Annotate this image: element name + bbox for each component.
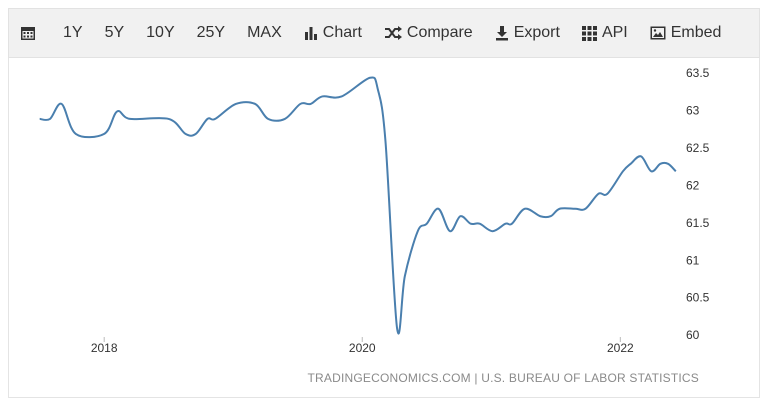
compare-button[interactable]: Compare	[384, 9, 473, 57]
range-button[interactable]: 1Y	[63, 9, 83, 57]
api-icon	[581, 25, 597, 41]
chart-frame	[8, 58, 760, 398]
export-icon	[495, 26, 508, 41]
y-tick-label: 60.5	[686, 291, 710, 305]
compare-icon	[384, 26, 402, 40]
calendar-button[interactable]	[20, 9, 41, 57]
range-button[interactable]: MAX	[247, 9, 282, 57]
x-tick-label: 2020	[349, 341, 376, 355]
label: 25Y	[196, 24, 226, 41]
label: Embed	[670, 24, 722, 41]
y-tick-label: 62	[686, 178, 700, 192]
x-tick-label: 2022	[607, 341, 634, 355]
label: API	[601, 24, 628, 41]
y-tick-label: 63.5	[686, 66, 710, 80]
y-tick-label: 60	[686, 328, 700, 342]
toolbar: 1Y 5Y 10Y 25Y MAX Chart Compare Export A…	[8, 8, 760, 58]
line	[39, 76, 677, 335]
y-tick-label: 61.5	[686, 216, 710, 230]
range-button[interactable]: 10Y	[146, 9, 174, 57]
label: 10Y	[146, 24, 175, 41]
y-tick-label: 63	[686, 104, 700, 118]
embed-button[interactable]: Embed	[650, 9, 722, 57]
range-button[interactable]: 5Y	[105, 9, 125, 57]
y-tick-label: 62.5	[686, 141, 710, 155]
label: MAX	[247, 24, 282, 41]
chart-icon	[304, 27, 317, 40]
label: Compare	[406, 24, 473, 41]
label: Export	[513, 24, 560, 41]
chart-button[interactable]: Chart	[304, 9, 362, 57]
label: Chart	[322, 24, 362, 41]
y-tick-label: 61	[686, 253, 700, 267]
range-button[interactable]: 25Y	[197, 9, 225, 57]
label: 5Y	[104, 24, 125, 41]
api-button[interactable]: API	[581, 9, 628, 57]
embed-icon	[650, 26, 666, 40]
export-button[interactable]: Export	[495, 9, 560, 57]
x-tick-label: 2018	[91, 341, 118, 355]
label: 1Y	[63, 24, 83, 41]
calendar-icon	[21, 27, 35, 40]
source-note: TRADINGECONOMICS.COM | U.S. BUREAU OF LA…	[307, 371, 699, 385]
